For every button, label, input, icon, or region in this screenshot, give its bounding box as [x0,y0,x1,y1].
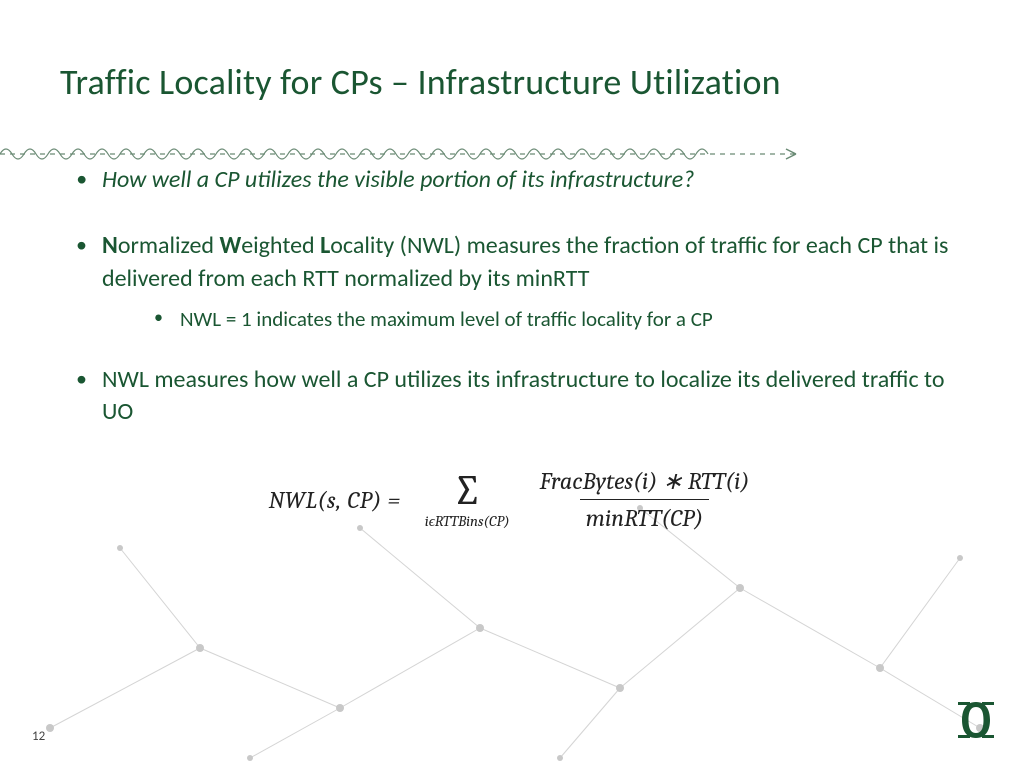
bullet-1-text: How well a CP utilizes the visible porti… [102,165,694,194]
eq-sum: ∑ iϵRTTBins(CP) [425,470,510,529]
eq-numerator: FracBytes(i) ∗ RTT(i) [534,466,756,499]
eq-lhs: NWL(s, CP) = [269,486,401,514]
uo-logo [952,696,1000,744]
bullet-2-w: W [219,231,241,260]
equation: NWL(s, CP) = ∑ iϵRTTBins(CP) FracBytes(i… [60,466,964,533]
eq-fraction: FracBytes(i) ∗ RTT(i) minRTT(CP) [534,466,756,533]
bullet-2-sub: NWL = 1 indicates the maximum level of t… [102,305,964,333]
bullet-3: NWL measures how well a CP utilizes its … [60,364,964,429]
bullet-2: Normalized Weighted Locality (NWL) measu… [60,230,964,333]
bullet-2-l: L [320,231,330,260]
bullet-2-sub-text: NWL = 1 indicates the maximum level of t… [180,306,713,332]
page-number: 12 [32,729,45,744]
slide-title: Traffic Locality for CPs – Infrastructur… [60,60,964,104]
bullet-3-text: NWL measures how well a CP utilizes its … [102,365,944,426]
bullet-2-n: N [102,231,118,260]
bullet-2-b: eighted [241,231,320,260]
eq-denominator: minRTT(CP) [580,499,709,533]
divider-squiggle [0,142,810,166]
bullet-1: How well a CP utilizes the visible porti… [60,164,964,196]
eq-sum-sub: iϵRTTBins(CP) [425,514,510,529]
content-area: How well a CP utilizes the visible porti… [60,164,964,533]
slide-root: Traffic Locality for CPs – Infrastructur… [0,0,1024,768]
eq-sigma: ∑ [452,470,482,512]
bullet-2-a: ormalized [118,231,220,260]
